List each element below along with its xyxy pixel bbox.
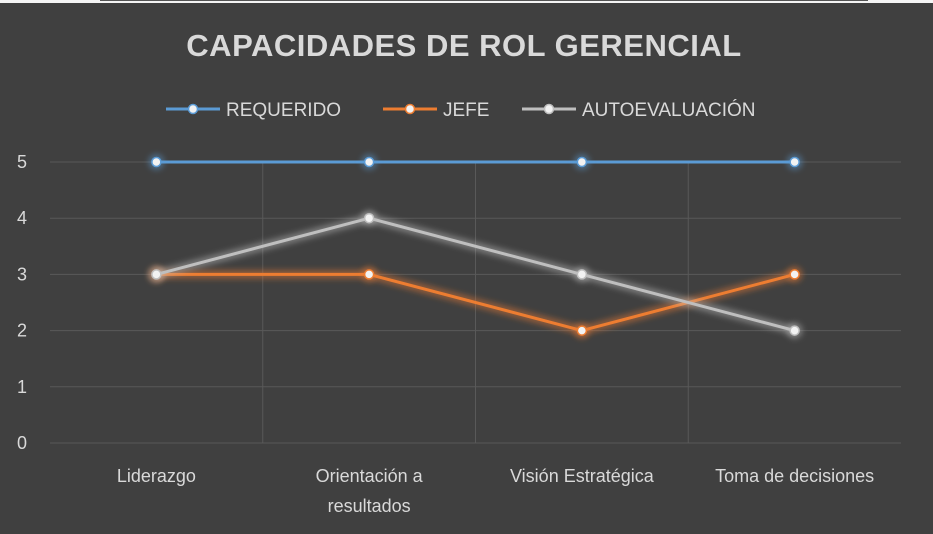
y-axis: 0 1 2 3 4 5 — [17, 152, 27, 453]
legend-item-autoevaluación: AUTOEVALUACIÓN — [522, 99, 756, 121]
series-line — [155, 216, 796, 333]
legend-label: AUTOEVALUACIÓN — [582, 99, 756, 121]
legend-swatch-marker — [543, 103, 555, 115]
x-tick-label: resultados — [328, 496, 411, 516]
plot-area — [148, 154, 803, 339]
data-point — [363, 156, 375, 168]
data-point — [576, 156, 588, 168]
data-point — [151, 269, 162, 280]
data-point — [363, 269, 375, 280]
window-top-border — [100, 0, 868, 1]
legend-label: REQUERIDO — [226, 100, 341, 121]
legend-item-requerido: REQUERIDO — [166, 100, 341, 121]
chart-legend: REQUERIDO JEFE AUTOEVALUACIÓN — [166, 99, 756, 121]
x-axis: Liderazgo Orientación a resultados Visión E… — [117, 466, 874, 516]
data-point — [789, 269, 800, 280]
series-autoevaluación — [148, 210, 803, 339]
data-point — [576, 269, 588, 280]
y-tick-label: 0 — [17, 433, 27, 453]
data-point — [789, 325, 800, 336]
y-tick-label: 1 — [17, 377, 27, 397]
x-tick-label: Toma de decisiones — [715, 466, 874, 486]
x-tick-label: Orientación a — [316, 466, 424, 486]
data-point — [789, 156, 800, 168]
series-requerido — [148, 154, 803, 170]
legend-swatch-marker — [187, 103, 199, 115]
window-top-edge — [0, 0, 933, 3]
x-tick-label: Liderazgo — [117, 466, 196, 486]
data-point — [363, 212, 375, 224]
legend-label: JEFE — [443, 100, 489, 121]
legend-item-jefe: JEFE — [383, 100, 489, 121]
y-tick-label: 3 — [17, 264, 27, 284]
data-point — [151, 156, 162, 168]
y-tick-label: 4 — [17, 208, 27, 228]
x-tick-label: Visión Estratégica — [510, 466, 655, 486]
data-point — [576, 325, 588, 336]
chart-title: CAPACIDADES DE ROL GERENCIAL — [186, 28, 741, 63]
y-tick-label: 5 — [17, 152, 27, 172]
y-tick-label: 2 — [17, 321, 27, 341]
legend-swatch-marker — [404, 103, 416, 115]
